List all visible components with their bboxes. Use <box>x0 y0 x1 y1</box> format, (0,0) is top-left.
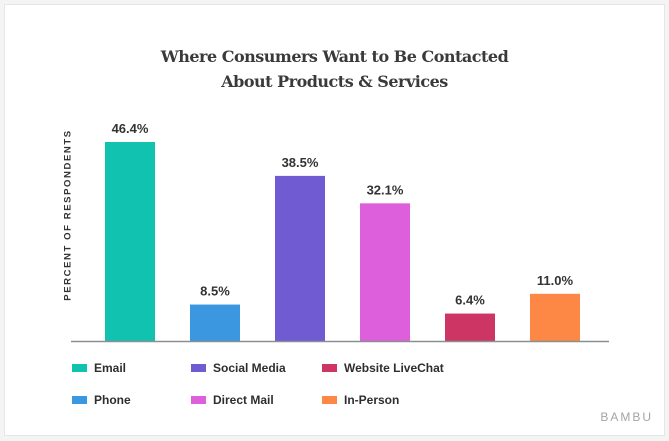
legend-item: Social Media <box>191 361 286 375</box>
legend-label: In-Person <box>344 393 400 407</box>
bar-email <box>105 142 155 341</box>
data-label: 8.5% <box>200 284 230 299</box>
bar-website-livechat <box>445 313 495 341</box>
bar-phone <box>190 304 240 341</box>
title-line-2: About Products & Services <box>221 72 448 91</box>
legend-swatch <box>322 396 337 404</box>
data-label: 46.4% <box>112 121 149 136</box>
data-label: 11.0% <box>537 273 574 288</box>
bar-direct-mail <box>360 203 410 341</box>
legend-label: Direct Mail <box>213 393 274 407</box>
legend-swatch <box>72 396 87 404</box>
legend-label: Phone <box>94 393 131 407</box>
legend-swatch <box>322 364 337 372</box>
data-label: 6.4% <box>455 293 485 308</box>
legend-label: Website LiveChat <box>344 361 444 375</box>
brand-logo: BAMBU <box>600 410 653 424</box>
bar-social-media <box>275 175 325 341</box>
data-label: 32.1% <box>367 182 404 197</box>
legend-item: Direct Mail <box>191 393 274 407</box>
legend-item: Email <box>72 361 126 375</box>
chart-title: Where Consumers Want to Be Contacted Abo… <box>0 44 669 94</box>
bar-in-person <box>530 293 580 341</box>
legend-swatch <box>191 364 206 372</box>
legend-item: Phone <box>72 393 131 407</box>
legend-swatch <box>191 396 206 404</box>
data-label: 38.5% <box>282 155 319 170</box>
legend-item: Website LiveChat <box>322 361 444 375</box>
title-line-1: Where Consumers Want to Be Contacted <box>160 47 509 66</box>
legend-swatch <box>72 364 87 372</box>
legend-label: Social Media <box>213 361 286 375</box>
legend-item: In-Person <box>322 393 399 407</box>
legend-label: Email <box>94 361 127 375</box>
